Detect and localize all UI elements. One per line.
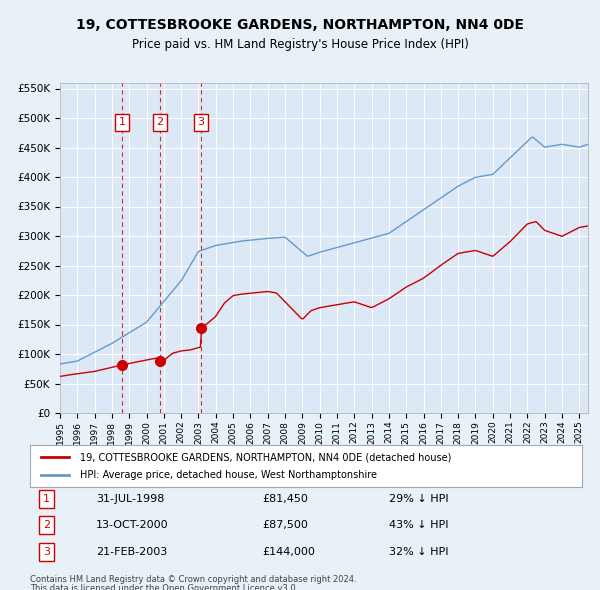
Text: 31-JUL-1998: 31-JUL-1998	[96, 494, 164, 504]
Text: 19, COTTESBROOKE GARDENS, NORTHAMPTON, NN4 0DE: 19, COTTESBROOKE GARDENS, NORTHAMPTON, N…	[76, 18, 524, 32]
Text: 43% ↓ HPI: 43% ↓ HPI	[389, 520, 448, 530]
Text: Price paid vs. HM Land Registry's House Price Index (HPI): Price paid vs. HM Land Registry's House …	[131, 38, 469, 51]
Text: HPI: Average price, detached house, West Northamptonshire: HPI: Average price, detached house, West…	[80, 470, 377, 480]
Text: 2: 2	[157, 117, 164, 127]
Text: This data is licensed under the Open Government Licence v3.0.: This data is licensed under the Open Gov…	[30, 584, 298, 590]
Text: Contains HM Land Registry data © Crown copyright and database right 2024.: Contains HM Land Registry data © Crown c…	[30, 575, 356, 584]
Text: 21-FEB-2003: 21-FEB-2003	[96, 547, 167, 557]
Text: 2: 2	[43, 520, 50, 530]
Text: 29% ↓ HPI: 29% ↓ HPI	[389, 494, 448, 504]
Text: 3: 3	[43, 547, 50, 557]
Text: 1: 1	[43, 494, 50, 504]
Text: £144,000: £144,000	[262, 547, 315, 557]
Text: 19, COTTESBROOKE GARDENS, NORTHAMPTON, NN4 0DE (detached house): 19, COTTESBROOKE GARDENS, NORTHAMPTON, N…	[80, 452, 451, 462]
Text: 32% ↓ HPI: 32% ↓ HPI	[389, 547, 448, 557]
Text: 1: 1	[118, 117, 125, 127]
Text: 13-OCT-2000: 13-OCT-2000	[96, 520, 169, 530]
Text: 3: 3	[197, 117, 204, 127]
Text: £81,450: £81,450	[262, 494, 308, 504]
Text: £87,500: £87,500	[262, 520, 308, 530]
